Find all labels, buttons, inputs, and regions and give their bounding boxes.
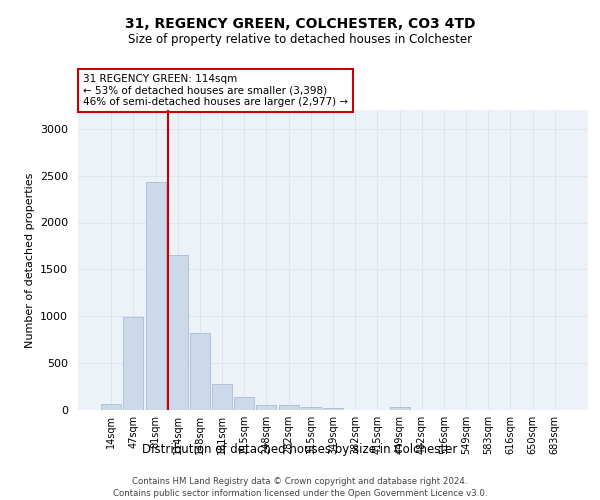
Text: Distribution of detached houses by size in Colchester: Distribution of detached houses by size … [142, 442, 458, 456]
Bar [146, 182, 166, 410]
Bar [190, 333, 210, 410]
Y-axis label: Number of detached properties: Number of detached properties [25, 172, 35, 348]
Bar [124, 317, 143, 410]
Bar [234, 397, 254, 410]
Text: 31, REGENCY GREEN, COLCHESTER, CO3 4TD: 31, REGENCY GREEN, COLCHESTER, CO3 4TD [125, 18, 475, 32]
Text: 31 REGENCY GREEN: 114sqm
← 53% of detached houses are smaller (3,398)
46% of sem: 31 REGENCY GREEN: 114sqm ← 53% of detach… [83, 74, 348, 107]
Bar [256, 405, 277, 410]
Bar [323, 408, 343, 410]
Bar [301, 407, 321, 410]
Bar [212, 384, 232, 410]
Bar [168, 256, 188, 410]
Bar [389, 406, 410, 410]
Bar [101, 404, 121, 410]
Text: Contains public sector information licensed under the Open Government Licence v3: Contains public sector information licen… [113, 489, 487, 498]
Text: Size of property relative to detached houses in Colchester: Size of property relative to detached ho… [128, 32, 472, 46]
Text: Contains HM Land Registry data © Crown copyright and database right 2024.: Contains HM Land Registry data © Crown c… [132, 478, 468, 486]
Bar [278, 405, 299, 410]
